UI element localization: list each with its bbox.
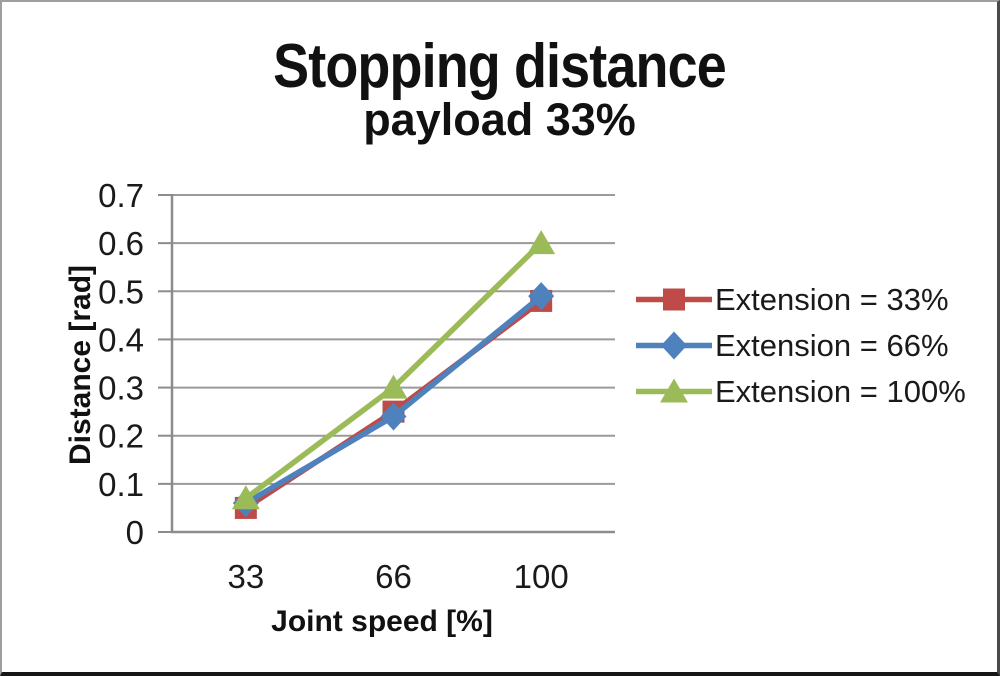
- legend: Extension = 33% Extension = 66% Extension …: [635, 283, 966, 408]
- y-tick-label: 0.3: [98, 370, 144, 407]
- y-tick-label: 0: [126, 514, 144, 551]
- y-tick-label: 0.1: [98, 466, 144, 503]
- chart-subtitle: payload 33%: [363, 94, 636, 145]
- marker-triangle: [231, 485, 260, 510]
- series-extension-100: [231, 230, 556, 510]
- legend-label: Extension = 66%: [715, 328, 949, 363]
- marker-triangle: [527, 230, 556, 255]
- x-axis-title: Joint speed [%]: [271, 605, 493, 638]
- marker-triangle: [660, 378, 688, 403]
- y-tick-label: 0.7: [98, 177, 144, 214]
- legend-item: Extension = 33%: [635, 283, 966, 316]
- y-tick-label: 0.2: [98, 418, 144, 455]
- marker-diamond: [380, 402, 407, 431]
- x-tick-label: 100: [514, 558, 569, 595]
- marker-triangle: [379, 374, 408, 399]
- tick-labels: 0 0.1 0.2 0.3 0.4 0.5 0.6 0.7 33 66 100: [98, 177, 569, 595]
- gridlines: [172, 194, 615, 485]
- y-tick-label: 0.6: [98, 225, 144, 262]
- x-tick-label: 33: [227, 558, 264, 595]
- legend-swatch-square-icon: [636, 288, 712, 311]
- y-axis-title: Distance [rad]: [64, 265, 97, 465]
- y-tick-label: 0.5: [98, 273, 144, 310]
- series-line: [243, 240, 544, 502]
- series-line: [243, 293, 544, 506]
- marker-square: [663, 288, 685, 311]
- axes: [158, 194, 615, 534]
- series-extension-66: [232, 282, 555, 518]
- legend-swatch-triangle-icon: [636, 378, 712, 403]
- marker-diamond: [528, 282, 555, 311]
- legend-label: Extension = 100%: [715, 374, 966, 409]
- chart-title: Stopping distance: [273, 32, 727, 101]
- marker-diamond: [661, 331, 687, 360]
- y-tick-label: 0.4: [98, 321, 144, 358]
- x-tick-label: 66: [375, 558, 412, 595]
- legend-item: Extension = 66%: [635, 329, 966, 362]
- legend-label: Extension = 33%: [715, 282, 949, 317]
- legend-item: Extension = 100%: [635, 375, 966, 408]
- series-group: [231, 230, 556, 519]
- legend-swatch-diamond-icon: [636, 331, 712, 360]
